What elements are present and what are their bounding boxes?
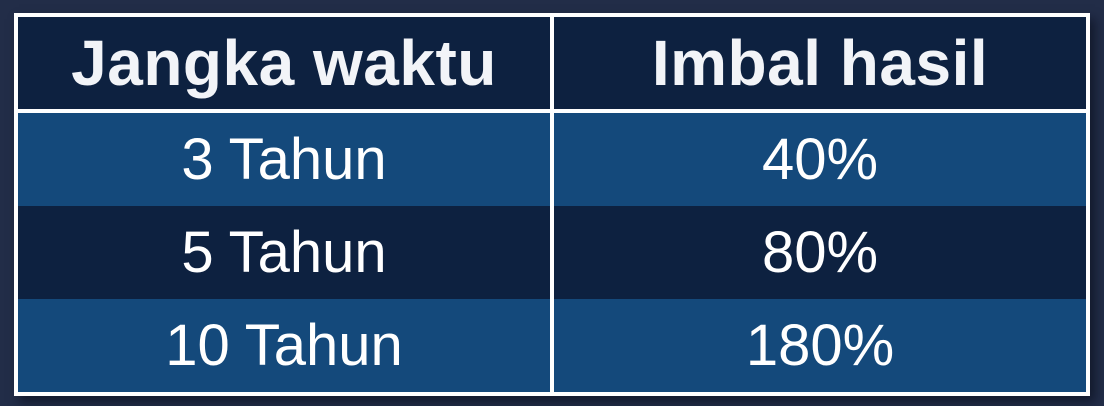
table-row-10-tahun: 10 Tahun 180%	[16, 298, 1088, 394]
period-cell: 10 Tahun	[16, 298, 552, 394]
yield-table: Jangka waktu Imbal hasil 3 Tahun 40% 5 T…	[14, 13, 1090, 396]
column-header-yield: Imbal hasil	[550, 15, 1088, 113]
column-header-period: Jangka waktu	[16, 15, 552, 113]
yield-cell: 180%	[550, 298, 1088, 394]
table-row-3-tahun: 3 Tahun 40%	[16, 111, 1088, 207]
table-header-row: Jangka waktu Imbal hasil	[16, 15, 1088, 113]
period-cell: 5 Tahun	[16, 206, 552, 299]
yield-cell: 80%	[550, 206, 1088, 299]
table-row-5-tahun: 5 Tahun 80%	[16, 206, 1088, 299]
period-cell: 3 Tahun	[16, 111, 552, 207]
yield-cell: 40%	[550, 111, 1088, 207]
